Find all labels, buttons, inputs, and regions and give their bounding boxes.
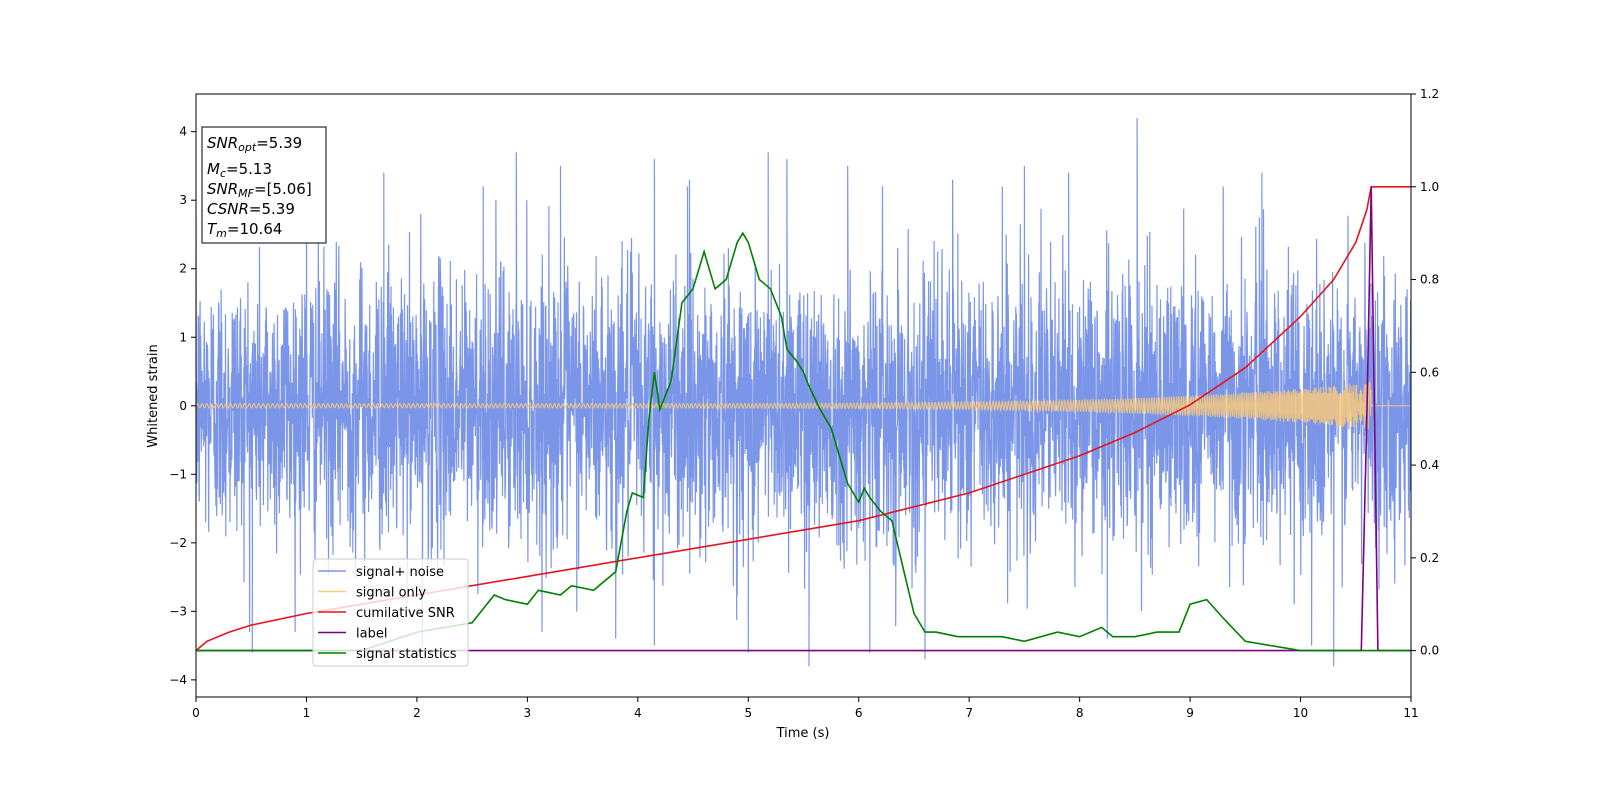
x-tick-label: 10 (1293, 706, 1308, 720)
info-mc: Mc=5.13 (207, 160, 272, 180)
x-tick-label: 7 (965, 706, 973, 720)
info-box: SNRopt=5.39 Mc=5.13 SNRMF=[5.06] CSNR=5.… (201, 126, 327, 244)
y-tick-label: 3 (179, 193, 187, 207)
y-tick-label: −2 (169, 536, 187, 550)
y-axis-right: 0.0 0.2 0.4 0.6 0.8 1.0 1.2 (1411, 87, 1439, 658)
series-cumulative-snr (196, 186, 1411, 652)
x-tick-label: 2 (413, 706, 421, 720)
x-axis-label: Time (s) (776, 726, 830, 741)
plot-frame (195, 93, 1412, 698)
y-tick-label: 0 (179, 399, 187, 413)
series-signal-statistics (196, 231, 1411, 652)
x-tick-label: 6 (855, 706, 863, 720)
info-csnr: CSNR=5.39 (207, 200, 295, 218)
y-tick-label: 2 (179, 262, 187, 276)
x-axis: 0 1 2 3 4 5 6 7 8 9 10 11 (192, 697, 1419, 720)
x-tick-label: 11 (1403, 706, 1418, 720)
legend-label: signal only (356, 586, 426, 601)
series-layer (196, 117, 1411, 667)
y-tick-label: 1 (179, 330, 187, 344)
y-axis-label: Whitened strain (146, 344, 161, 447)
legend-frame (312, 558, 469, 667)
x-tick-label: 8 (1076, 706, 1084, 720)
legend: signal+ noise signal only cumilative SNR la… (312, 558, 469, 667)
x-tick-label: 3 (524, 706, 532, 720)
y2-tick-label: 0.8 (1420, 273, 1439, 287)
x-tick-label: 1 (303, 706, 311, 720)
y2-tick-label: 1.2 (1420, 87, 1439, 101)
y2-tick-label: 0.2 (1420, 551, 1439, 565)
y-axis-left: −4 −3 −2 −1 0 1 2 3 4 (169, 125, 196, 687)
info-tm: Tm=10.64 (207, 220, 282, 240)
series-signal-only (196, 380, 1411, 430)
info-snr-mf: SNRMF=[5.06] (207, 180, 312, 200)
info-snr-opt: SNRopt=5.39 (207, 134, 302, 154)
legend-label: signal statistics (356, 647, 457, 662)
y2-tick-label: 0.0 (1420, 644, 1439, 658)
y-tick-label: −1 (169, 467, 187, 481)
legend-label: cumilative SNR (356, 606, 455, 621)
x-tick-label: 4 (634, 706, 642, 720)
x-tick-label: 0 (192, 706, 200, 720)
x-tick-label: 5 (744, 706, 752, 720)
y-tick-label: 4 (179, 125, 187, 139)
info-box-frame (201, 126, 327, 244)
y2-tick-label: 1.0 (1420, 180, 1439, 194)
legend-label: signal+ noise (356, 565, 444, 580)
y-tick-label: −4 (169, 673, 187, 687)
y-tick-label: −3 (169, 604, 187, 618)
y2-tick-label: 0.4 (1420, 458, 1439, 472)
y2-tick-label: 0.6 (1420, 365, 1439, 379)
x-tick-label: 9 (1186, 706, 1194, 720)
legend-label: label (356, 627, 387, 642)
